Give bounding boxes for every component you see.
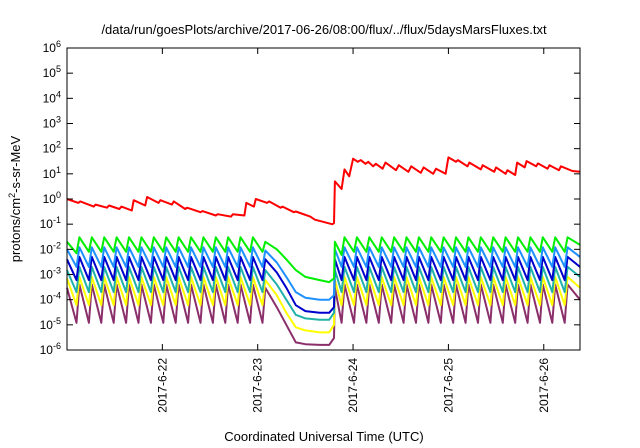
y-tick-label-9: 103 xyxy=(43,115,61,131)
y-tick-label-4: 10-2 xyxy=(40,240,61,256)
y-tick-exponent: -5 xyxy=(53,316,61,326)
y-tick-base: 10 xyxy=(43,91,57,105)
y-tick-exponent: -4 xyxy=(53,291,61,301)
y-tick-exponent: 6 xyxy=(56,39,61,49)
y-tick-label-6: 100 xyxy=(43,190,61,206)
series-layer xyxy=(66,156,581,346)
y-tick-base: 10 xyxy=(40,318,54,332)
y-tick-exponent: 5 xyxy=(56,64,61,74)
y-tick-label-8: 102 xyxy=(43,140,61,156)
y-tick-label-5: 10-1 xyxy=(40,215,61,231)
y-tick-exponent: 1 xyxy=(56,165,61,175)
y-tick-base: 10 xyxy=(43,167,57,181)
x-tick-label-2: 2017-6-24 xyxy=(346,358,360,413)
y-axis-label: protons/cm2-s-sr-MeV xyxy=(7,135,23,262)
chart-title: /data/run/goesPlots/archive/2017-06-26/0… xyxy=(101,22,547,37)
y-axis-label-part-2: -s-sr-MeV xyxy=(8,135,23,192)
y-tick-label-12: 106 xyxy=(43,39,61,55)
series-line-1 xyxy=(66,156,581,226)
y-tick-base: 10 xyxy=(40,343,54,357)
y-tick-base: 10 xyxy=(40,268,54,282)
y-tick-label-1: 10-5 xyxy=(40,316,61,332)
x-tick-label-3: 2017-6-25 xyxy=(441,358,455,413)
y-tick-base: 10 xyxy=(43,192,57,206)
y-tick-exponent: -2 xyxy=(53,240,61,250)
y-tick-exponent: -3 xyxy=(53,266,61,276)
y-tick-exponent: -1 xyxy=(53,215,61,225)
y-tick-base: 10 xyxy=(43,142,57,156)
x-tick-label-0: 2017-6-22 xyxy=(155,358,169,413)
y-axis: 10-610-510-410-310-210-11001011021031041… xyxy=(40,39,580,357)
y-tick-exponent: -6 xyxy=(53,341,61,351)
x-tick-label-1: 2017-6-23 xyxy=(251,358,265,413)
y-tick-base: 10 xyxy=(43,66,57,80)
y-tick-exponent: 4 xyxy=(56,89,61,99)
y-tick-label-2: 10-4 xyxy=(40,291,61,307)
y-axis-label-part-1: protons/cm xyxy=(8,198,23,262)
y-tick-base: 10 xyxy=(40,293,54,307)
x-tick-label-4: 2017-6-26 xyxy=(537,358,551,413)
y-tick-label-11: 105 xyxy=(43,64,61,80)
y-tick-label-7: 101 xyxy=(43,165,61,181)
y-tick-exponent: 2 xyxy=(56,140,61,150)
series-line-2 xyxy=(66,236,581,284)
y-axis-label-exponent: 2 xyxy=(7,193,17,198)
y-tick-exponent: 0 xyxy=(56,190,61,200)
y-tick-label-10: 104 xyxy=(43,89,61,105)
y-tick-exponent: 3 xyxy=(56,115,61,125)
y-tick-label-0: 10-6 xyxy=(40,341,61,357)
x-axis: 2017-6-22 2017-6-23 2017-6-24 2017-6-25 2017… xyxy=(155,48,551,413)
x-axis-label: Coordinated Universal Time (UTC) xyxy=(224,429,423,444)
y-tick-base: 10 xyxy=(40,242,54,256)
y-tick-base: 10 xyxy=(40,217,54,231)
y-tick-label-3: 10-3 xyxy=(40,266,61,282)
y-tick-base: 10 xyxy=(43,41,57,55)
y-tick-base: 10 xyxy=(43,117,57,131)
